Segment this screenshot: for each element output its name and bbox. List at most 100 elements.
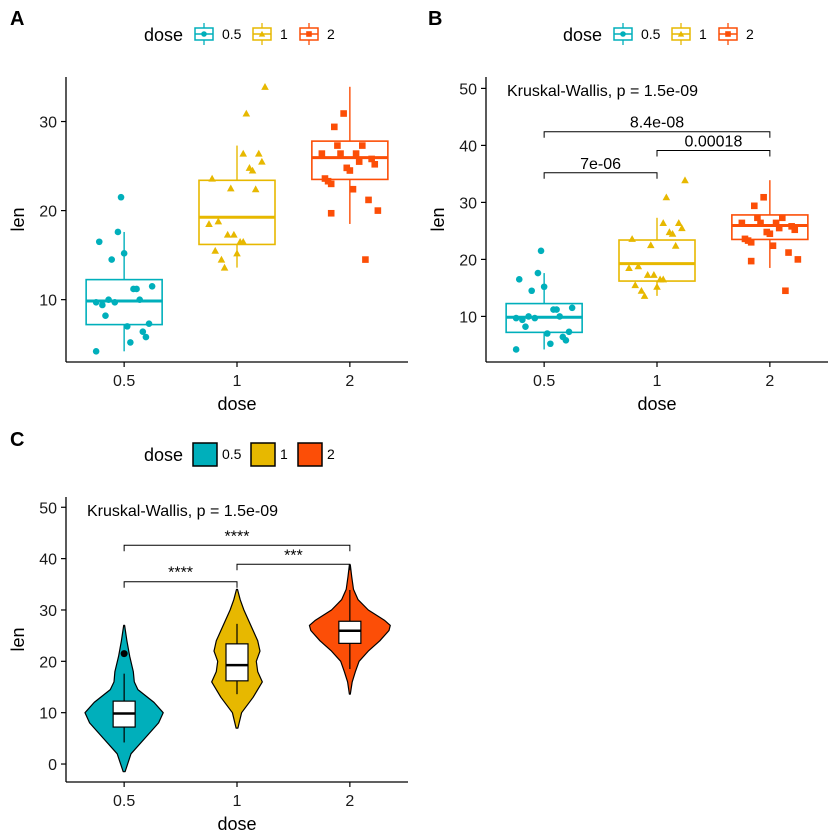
data-point <box>637 286 646 294</box>
data-point <box>785 249 792 256</box>
data-point <box>321 175 329 182</box>
legend-label: 1 <box>699 26 707 42</box>
data-point <box>794 256 802 263</box>
legend-entry: 1 <box>671 23 707 45</box>
y-axis-label: len <box>428 207 448 231</box>
data-point <box>674 219 683 226</box>
box-group <box>505 247 583 353</box>
legend-key-marker <box>620 31 626 37</box>
box-group <box>85 193 163 355</box>
data-point <box>640 292 649 299</box>
box-group <box>618 176 696 299</box>
violin-group <box>308 564 391 695</box>
data-point <box>550 306 557 313</box>
legend-entry: 0.5 <box>194 23 242 45</box>
data-point <box>108 256 115 263</box>
legend-key-marker <box>306 31 312 37</box>
bracket-line <box>123 581 238 588</box>
data-point <box>230 230 238 238</box>
data-point <box>668 229 677 237</box>
violin-group <box>84 624 164 773</box>
box <box>198 179 276 246</box>
comparison-bracket: 7e-06 <box>543 156 658 179</box>
data-point <box>117 193 125 201</box>
legend-key-marker <box>258 30 266 37</box>
data-point <box>525 313 532 320</box>
x-tick-label: 1 <box>653 373 662 390</box>
y-tick-label: 20 <box>459 252 477 269</box>
data-point <box>148 282 156 290</box>
data-point <box>531 314 539 322</box>
legend-label: 1 <box>280 446 288 462</box>
data-point <box>512 346 520 353</box>
data-point <box>678 224 686 232</box>
data-point <box>368 155 375 163</box>
data-point <box>239 149 248 157</box>
data-point <box>142 333 150 341</box>
data-point <box>92 348 100 355</box>
legend-label: 0.5 <box>641 26 661 42</box>
legend-entry: 1 <box>250 442 288 467</box>
data-point <box>99 301 106 309</box>
data-point <box>556 313 563 320</box>
y-tick-label: 30 <box>459 195 477 212</box>
data-point <box>92 299 100 306</box>
data-point <box>362 256 369 263</box>
legend-entry: 2 <box>718 23 754 45</box>
comparison-bracket: 8.4e-08 <box>543 115 771 138</box>
legend-key <box>297 442 323 467</box>
bracket-label: 0.00018 <box>685 134 743 151</box>
x-tick-label: 2 <box>345 373 354 390</box>
data-point <box>365 196 372 204</box>
data-point <box>226 184 235 192</box>
data-point <box>211 246 220 254</box>
box-group <box>731 180 809 295</box>
data-point <box>223 230 232 238</box>
data-point <box>318 150 326 157</box>
data-point <box>631 281 640 289</box>
data-point <box>355 158 363 165</box>
bracket-label: 7e-06 <box>580 156 621 173</box>
data-point <box>788 223 795 230</box>
data-point <box>760 193 767 201</box>
y-tick-label: 10 <box>39 706 57 723</box>
x-tick-label: 2 <box>765 373 774 390</box>
box <box>225 643 249 682</box>
data-point <box>763 228 771 236</box>
data-point <box>671 241 680 249</box>
data-point <box>519 316 526 324</box>
y-tick-label: 50 <box>39 500 57 517</box>
legend-key-marker <box>201 31 207 37</box>
data-point <box>95 238 103 246</box>
data-point <box>337 150 344 157</box>
data-point <box>779 214 786 222</box>
data-point <box>208 174 216 182</box>
bracket-label: *** <box>284 547 303 564</box>
legend-entry: 2 <box>297 442 335 467</box>
legend-label: 0.5 <box>222 26 242 42</box>
data-point <box>534 269 542 277</box>
bracket-line <box>543 131 771 138</box>
data-point <box>327 180 335 188</box>
data-point <box>656 275 664 283</box>
comparison-bracket: **** <box>123 565 238 588</box>
y-tick-label: 50 <box>459 81 477 98</box>
data-point <box>123 323 131 330</box>
legend-title: dose <box>144 445 183 465</box>
data-point <box>254 149 263 157</box>
data-point <box>628 235 636 242</box>
legend-label: 2 <box>327 26 335 42</box>
data-point <box>374 207 382 214</box>
y-tick-label: 40 <box>39 552 57 569</box>
x-tick-label: 0.5 <box>113 373 135 390</box>
data-point <box>747 257 755 265</box>
data-point <box>757 219 764 227</box>
data-point <box>130 285 137 293</box>
bracket-line <box>656 150 771 157</box>
data-point <box>114 228 122 236</box>
data-point <box>352 150 360 157</box>
data-point <box>646 241 655 249</box>
data-point <box>540 283 548 291</box>
